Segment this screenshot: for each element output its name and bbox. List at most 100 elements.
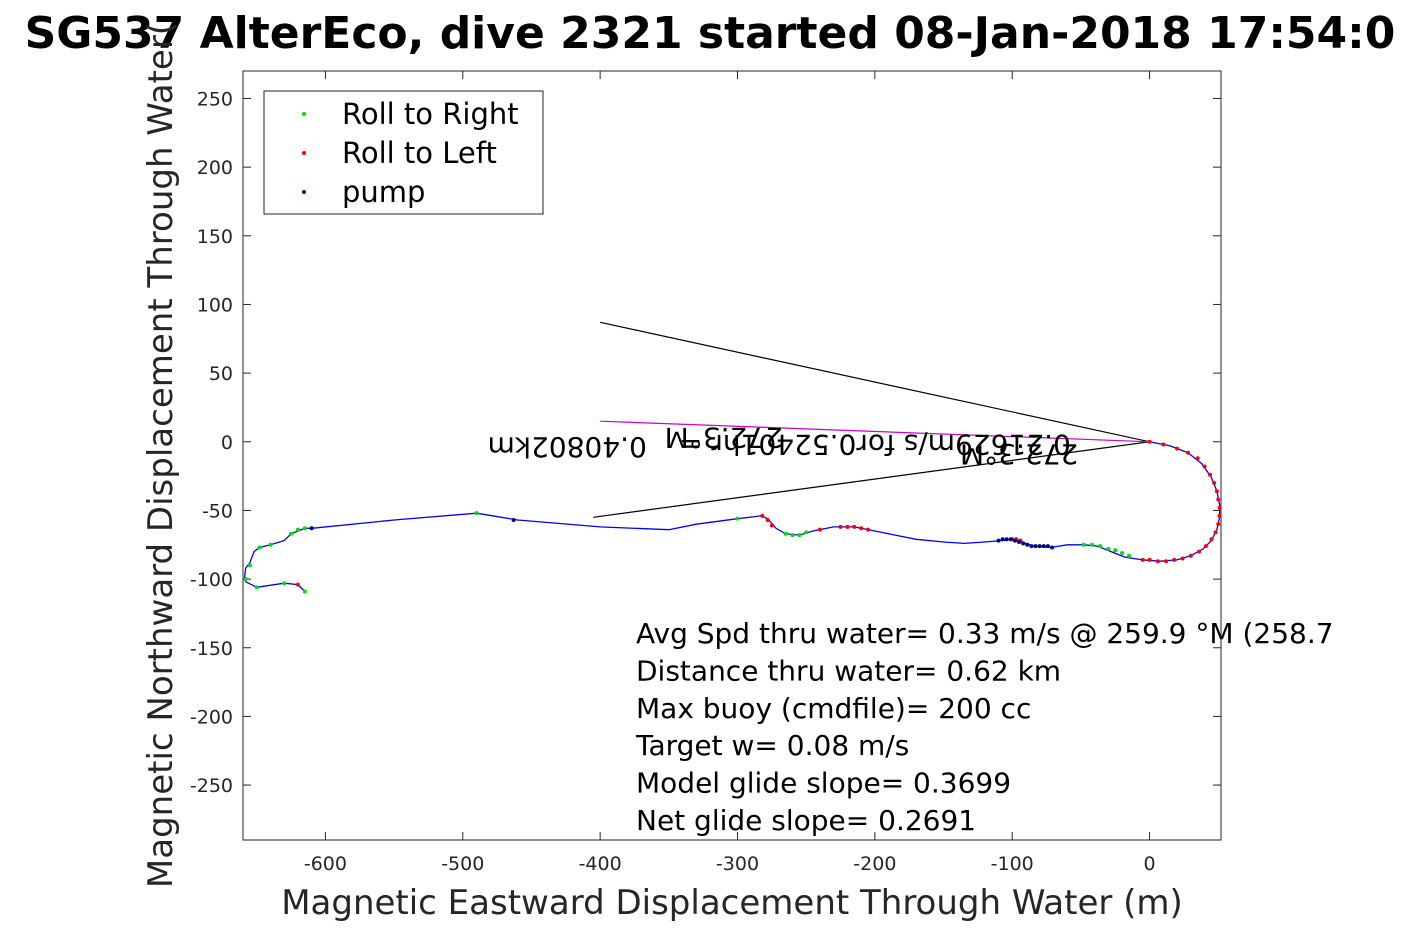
x-tick-label: -200 (853, 853, 896, 875)
roll-left-point (865, 527, 870, 532)
pump-point (511, 518, 516, 523)
pump-point (1037, 544, 1042, 549)
x-tick-label: -600 (304, 853, 347, 875)
roll-left-point (1175, 446, 1180, 451)
plot-frame (242, 70, 1222, 841)
roll-right-point (302, 526, 307, 531)
stats-line: Max buoy (cmdfile)= 200 cc (636, 692, 1031, 725)
x-tick-label: -500 (441, 853, 484, 875)
roll-right-point (804, 530, 809, 535)
pump-point (1012, 538, 1017, 543)
y-tick-label: 100 (197, 294, 233, 316)
x-tick-label: -100 (991, 853, 1034, 875)
y-tick-label: -50 (202, 500, 233, 522)
stats-line: Model glide slope= 0.3699 (636, 767, 1011, 800)
roll-right-point (1126, 553, 1131, 558)
y-tick-label: 250 (197, 88, 233, 110)
pump-point (1000, 537, 1005, 542)
roll-right-point (1106, 546, 1111, 551)
pump-point (1033, 544, 1038, 549)
roll-left-point (1214, 489, 1219, 494)
legend-marker (302, 151, 306, 155)
roll-left-point (1164, 559, 1169, 564)
roll-left-point (1180, 556, 1185, 561)
roll-left-point (1155, 559, 1160, 564)
roll-right-point (474, 511, 479, 516)
roll-left-point (838, 524, 843, 529)
legend-label: Roll to Left (342, 136, 497, 170)
roll-left-point (859, 526, 864, 531)
heading-annotation: 0.21629m/s for0.52401hr = (679, 428, 1071, 461)
roll-right-point (302, 589, 307, 594)
roll-right-point (268, 542, 273, 547)
x-tick-label: -400 (579, 853, 622, 875)
roll-right-point (1120, 550, 1125, 555)
roll-left-point (1216, 497, 1221, 502)
roll-left-point (1217, 505, 1222, 510)
pump-point (1021, 541, 1026, 546)
roll-right-point (797, 533, 802, 538)
roll-right-point (790, 533, 795, 538)
roll-right-point (1089, 542, 1094, 547)
roll-right-point (254, 585, 259, 590)
legend-box (263, 90, 544, 215)
legend-label: pump (342, 175, 425, 209)
stats-line: Avg Spd thru water= 0.33 m/s @ 259.9 °M … (636, 617, 1334, 650)
roll-left-point (765, 518, 770, 523)
roll-right-point (1098, 544, 1103, 549)
pump-point (1050, 545, 1055, 550)
roll-left-point (1208, 472, 1213, 477)
x-tick-label: 0 (1144, 853, 1156, 875)
roll-right-point (783, 531, 788, 536)
x-tick-label: -300 (716, 853, 759, 875)
y-tick-label: 150 (197, 226, 233, 248)
roll-right-point (257, 545, 262, 550)
roll-left-point (852, 524, 857, 529)
roll-left-point (1186, 450, 1191, 455)
legend-marker (302, 190, 306, 194)
roll-left-point (1217, 513, 1222, 518)
roll-left-point (1147, 557, 1152, 562)
y-tick-label: -200 (190, 706, 233, 728)
current-line (600, 321, 1150, 443)
stats-line: Net glide slope= 0.2691 (636, 804, 976, 837)
roll-left-point (1188, 553, 1193, 558)
roll-left-point (1161, 442, 1166, 447)
pump-point (1017, 540, 1022, 545)
chart-title: SG537 AlterEco, dive 2321 started 08-Jan… (25, 8, 1396, 59)
legend: Roll to Right Roll to Left pump (263, 90, 544, 215)
roll-right-point (289, 531, 294, 536)
y-axis-label: Magnetic Northward Displacement Through … (141, 22, 181, 888)
roll-left-point (1147, 439, 1152, 444)
heading-annotation: 272.3°M (960, 438, 1078, 471)
pump-point (1041, 544, 1046, 549)
roll-right-point (243, 577, 248, 582)
roll-right-point (247, 563, 252, 568)
heading-annotation: 0.40802km (488, 431, 647, 464)
roll-left-point (1202, 464, 1207, 469)
heading-line (600, 420, 1150, 443)
roll-left-point (769, 523, 774, 528)
roll-left-point (1209, 537, 1214, 542)
roll-left-point (1140, 557, 1145, 562)
x-axis-label: Magnetic Eastward Displacement Through W… (281, 883, 1183, 923)
y-tick-label: 200 (197, 157, 233, 179)
roll-left-point (817, 527, 822, 532)
y-tick-label: -100 (190, 569, 233, 591)
y-tick-label: -150 (190, 638, 233, 660)
stats-line: Target w= 0.08 m/s (635, 729, 909, 762)
roll-right-point (1113, 548, 1118, 553)
roll-right-point (735, 516, 740, 521)
y-tick-label: -250 (190, 775, 233, 797)
roll-left-point (1197, 549, 1202, 554)
stats-line: Distance thru water= 0.62 km (636, 654, 1061, 687)
pump-point (1029, 544, 1034, 549)
roll-left-point (1203, 544, 1208, 549)
pump-point (1045, 544, 1050, 549)
legend-marker (302, 112, 306, 116)
pump-point (309, 526, 314, 531)
roll-right-point (282, 581, 287, 586)
current-line (593, 441, 1150, 518)
